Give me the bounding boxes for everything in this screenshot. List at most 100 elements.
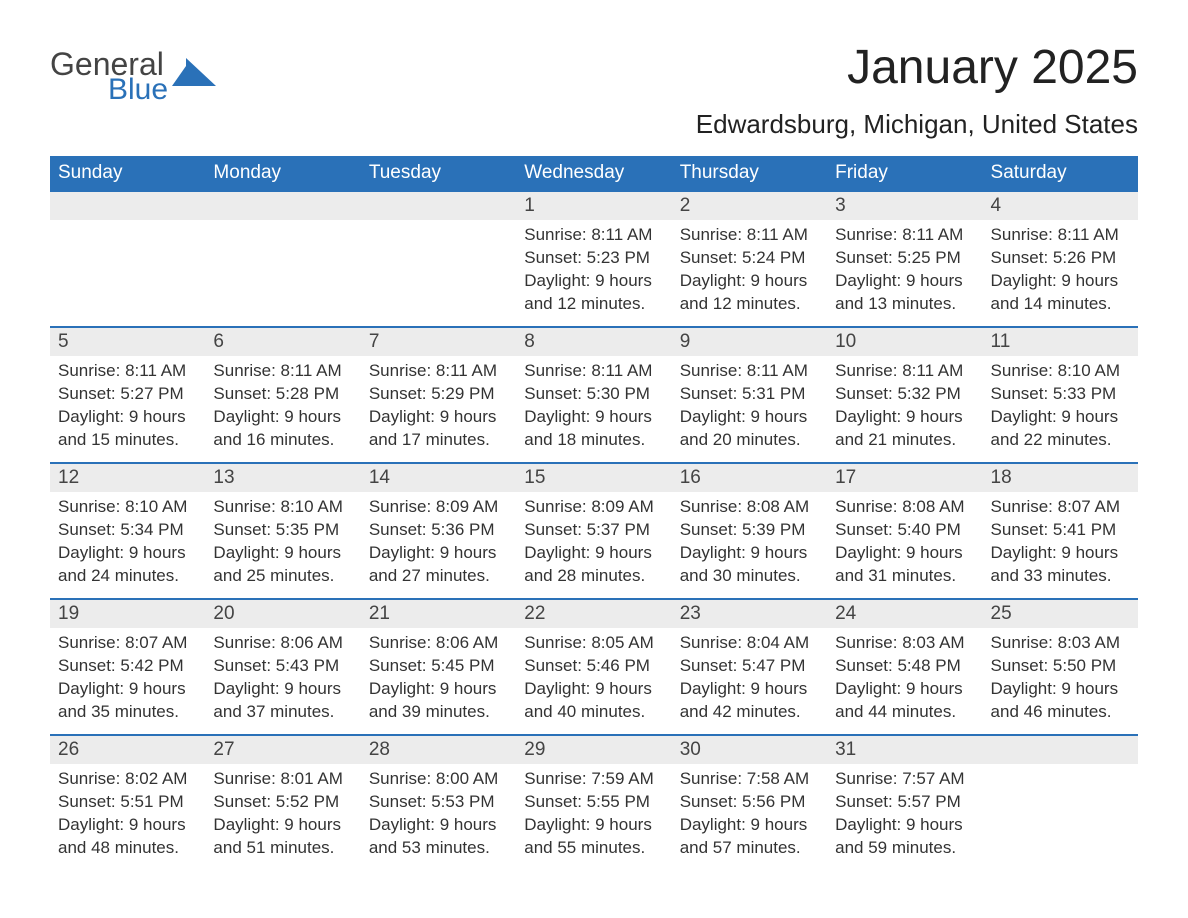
day-details: Sunrise: 8:11 AMSunset: 5:26 PMDaylight:… <box>983 220 1138 316</box>
daylight1-text: Daylight: 9 hours <box>58 542 197 565</box>
daylight1-text: Daylight: 9 hours <box>369 814 508 837</box>
daylight2-text: and 33 minutes. <box>991 565 1130 588</box>
day-header: Friday <box>827 156 982 190</box>
sunrise-text: Sunrise: 8:00 AM <box>369 768 508 791</box>
sunset-text: Sunset: 5:46 PM <box>524 655 663 678</box>
day-header: Monday <box>205 156 360 190</box>
day-number: 12 <box>50 462 205 492</box>
calendar-cell: 26Sunrise: 8:02 AMSunset: 5:51 PMDayligh… <box>50 734 205 870</box>
sunrise-text: Sunrise: 8:11 AM <box>835 224 974 247</box>
calendar-cell: 18Sunrise: 8:07 AMSunset: 5:41 PMDayligh… <box>983 462 1138 598</box>
sunset-text: Sunset: 5:31 PM <box>680 383 819 406</box>
calendar-cell: 9Sunrise: 8:11 AMSunset: 5:31 PMDaylight… <box>672 326 827 462</box>
sunrise-text: Sunrise: 8:11 AM <box>524 360 663 383</box>
daylight1-text: Daylight: 9 hours <box>991 406 1130 429</box>
daylight2-text: and 46 minutes. <box>991 701 1130 724</box>
daylight2-text: and 30 minutes. <box>680 565 819 588</box>
calendar-cell: 15Sunrise: 8:09 AMSunset: 5:37 PMDayligh… <box>516 462 671 598</box>
day-details: Sunrise: 8:09 AMSunset: 5:36 PMDaylight:… <box>361 492 516 588</box>
logo: General Blue <box>50 50 216 107</box>
calendar-cell: 16Sunrise: 8:08 AMSunset: 5:39 PMDayligh… <box>672 462 827 598</box>
calendar-cell: 10Sunrise: 8:11 AMSunset: 5:32 PMDayligh… <box>827 326 982 462</box>
sunset-text: Sunset: 5:43 PM <box>213 655 352 678</box>
day-number: 3 <box>827 190 982 220</box>
daylight1-text: Daylight: 9 hours <box>213 542 352 565</box>
day-details: Sunrise: 8:00 AMSunset: 5:53 PMDaylight:… <box>361 764 516 860</box>
calendar-cell: 21Sunrise: 8:06 AMSunset: 5:45 PMDayligh… <box>361 598 516 734</box>
daylight1-text: Daylight: 9 hours <box>369 406 508 429</box>
sunset-text: Sunset: 5:36 PM <box>369 519 508 542</box>
calendar-cell: 13Sunrise: 8:10 AMSunset: 5:35 PMDayligh… <box>205 462 360 598</box>
day-header: Tuesday <box>361 156 516 190</box>
calendar-cell: 14Sunrise: 8:09 AMSunset: 5:36 PMDayligh… <box>361 462 516 598</box>
day-number: . <box>205 190 360 220</box>
daylight1-text: Daylight: 9 hours <box>58 814 197 837</box>
sunset-text: Sunset: 5:50 PM <box>991 655 1130 678</box>
calendar-cell: 20Sunrise: 8:06 AMSunset: 5:43 PMDayligh… <box>205 598 360 734</box>
day-details: Sunrise: 8:04 AMSunset: 5:47 PMDaylight:… <box>672 628 827 724</box>
day-details: Sunrise: 7:58 AMSunset: 5:56 PMDaylight:… <box>672 764 827 860</box>
sunset-text: Sunset: 5:41 PM <box>991 519 1130 542</box>
day-details: Sunrise: 8:11 AMSunset: 5:30 PMDaylight:… <box>516 356 671 452</box>
sunrise-text: Sunrise: 8:08 AM <box>680 496 819 519</box>
calendar-cell: 22 Sunrise: 8:05 AMSunset: 5:46 PMDayligh… <box>516 598 671 734</box>
calendar-cell: 28Sunrise: 8:00 AMSunset: 5:53 PMDayligh… <box>361 734 516 870</box>
day-number: 15 <box>516 462 671 492</box>
calendar-cell: 24Sunrise: 8:03 AMSunset: 5:48 PMDayligh… <box>827 598 982 734</box>
calendar-week: 5Sunrise: 8:11 AMSunset: 5:27 PMDaylight… <box>50 326 1138 462</box>
daylight2-text: and 53 minutes. <box>369 837 508 860</box>
daylight2-text: and 12 minutes. <box>680 293 819 316</box>
day-number: 8 <box>516 326 671 356</box>
day-number: 26 <box>50 734 205 764</box>
day-number: 25 <box>983 598 1138 628</box>
daylight2-text: and 40 minutes. <box>524 701 663 724</box>
day-details: Sunrise: 8:07 AMSunset: 5:41 PMDaylight:… <box>983 492 1138 588</box>
day-details: Sunrise: 8:07 AMSunset: 5:42 PMDaylight:… <box>50 628 205 724</box>
header: General Blue January 2025 Edwardsburg, M… <box>50 40 1138 150</box>
sunset-text: Sunset: 5:56 PM <box>680 791 819 814</box>
sunrise-text: Sunrise: 8:11 AM <box>680 360 819 383</box>
day-number: 4 <box>983 190 1138 220</box>
day-details: Sunrise: 7:59 AMSunset: 5:55 PMDaylight:… <box>516 764 671 860</box>
daylight2-text: and 51 minutes. <box>213 837 352 860</box>
sunset-text: Sunset: 5:52 PM <box>213 791 352 814</box>
daylight1-text: Daylight: 9 hours <box>524 678 663 701</box>
day-details: Sunrise: 8:10 AMSunset: 5:35 PMDaylight:… <box>205 492 360 588</box>
day-number: 14 <box>361 462 516 492</box>
daylight2-text: and 35 minutes. <box>58 701 197 724</box>
sunrise-text: Sunrise: 7:58 AM <box>680 768 819 791</box>
day-number: 31 <box>827 734 982 764</box>
day-details: Sunrise: 8:11 AMSunset: 5:23 PMDaylight:… <box>516 220 671 316</box>
calendar-cell: 17Sunrise: 8:08 AMSunset: 5:40 PMDayligh… <box>827 462 982 598</box>
daylight1-text: Daylight: 9 hours <box>835 406 974 429</box>
day-header: Saturday <box>983 156 1138 190</box>
sunrise-text: Sunrise: 8:10 AM <box>991 360 1130 383</box>
daylight1-text: Daylight: 9 hours <box>58 678 197 701</box>
calendar-cell: 27Sunrise: 8:01 AMSunset: 5:52 PMDayligh… <box>205 734 360 870</box>
sunset-text: Sunset: 5:34 PM <box>58 519 197 542</box>
day-number: 6 <box>205 326 360 356</box>
daylight1-text: Daylight: 9 hours <box>680 814 819 837</box>
daylight1-text: Daylight: 9 hours <box>524 814 663 837</box>
daylight2-text: and 57 minutes. <box>680 837 819 860</box>
day-number: 5 <box>50 326 205 356</box>
calendar-header-row: Sunday Monday Tuesday Wednesday Thursday… <box>50 156 1138 190</box>
sunrise-text: Sunrise: 8:03 AM <box>991 632 1130 655</box>
day-number: 17 <box>827 462 982 492</box>
calendar-cell: 5Sunrise: 8:11 AMSunset: 5:27 PMDaylight… <box>50 326 205 462</box>
logo-flag-icon <box>172 58 216 88</box>
calendar-cell: . <box>983 734 1138 870</box>
day-number: 20 <box>205 598 360 628</box>
calendar-cell: 7Sunrise: 8:11 AMSunset: 5:29 PMDaylight… <box>361 326 516 462</box>
sunrise-text: Sunrise: 8:05 AM <box>524 632 663 655</box>
sunrise-text: Sunrise: 8:03 AM <box>835 632 974 655</box>
daylight1-text: Daylight: 9 hours <box>835 814 974 837</box>
sunset-text: Sunset: 5:23 PM <box>524 247 663 270</box>
daylight1-text: Daylight: 9 hours <box>835 270 974 293</box>
sunset-text: Sunset: 5:25 PM <box>835 247 974 270</box>
day-number: 22 <box>516 598 671 628</box>
sunset-text: Sunset: 5:24 PM <box>680 247 819 270</box>
calendar-cell: . <box>361 190 516 326</box>
day-details: Sunrise: 8:10 AMSunset: 5:33 PMDaylight:… <box>983 356 1138 452</box>
sunrise-text: Sunrise: 8:06 AM <box>369 632 508 655</box>
